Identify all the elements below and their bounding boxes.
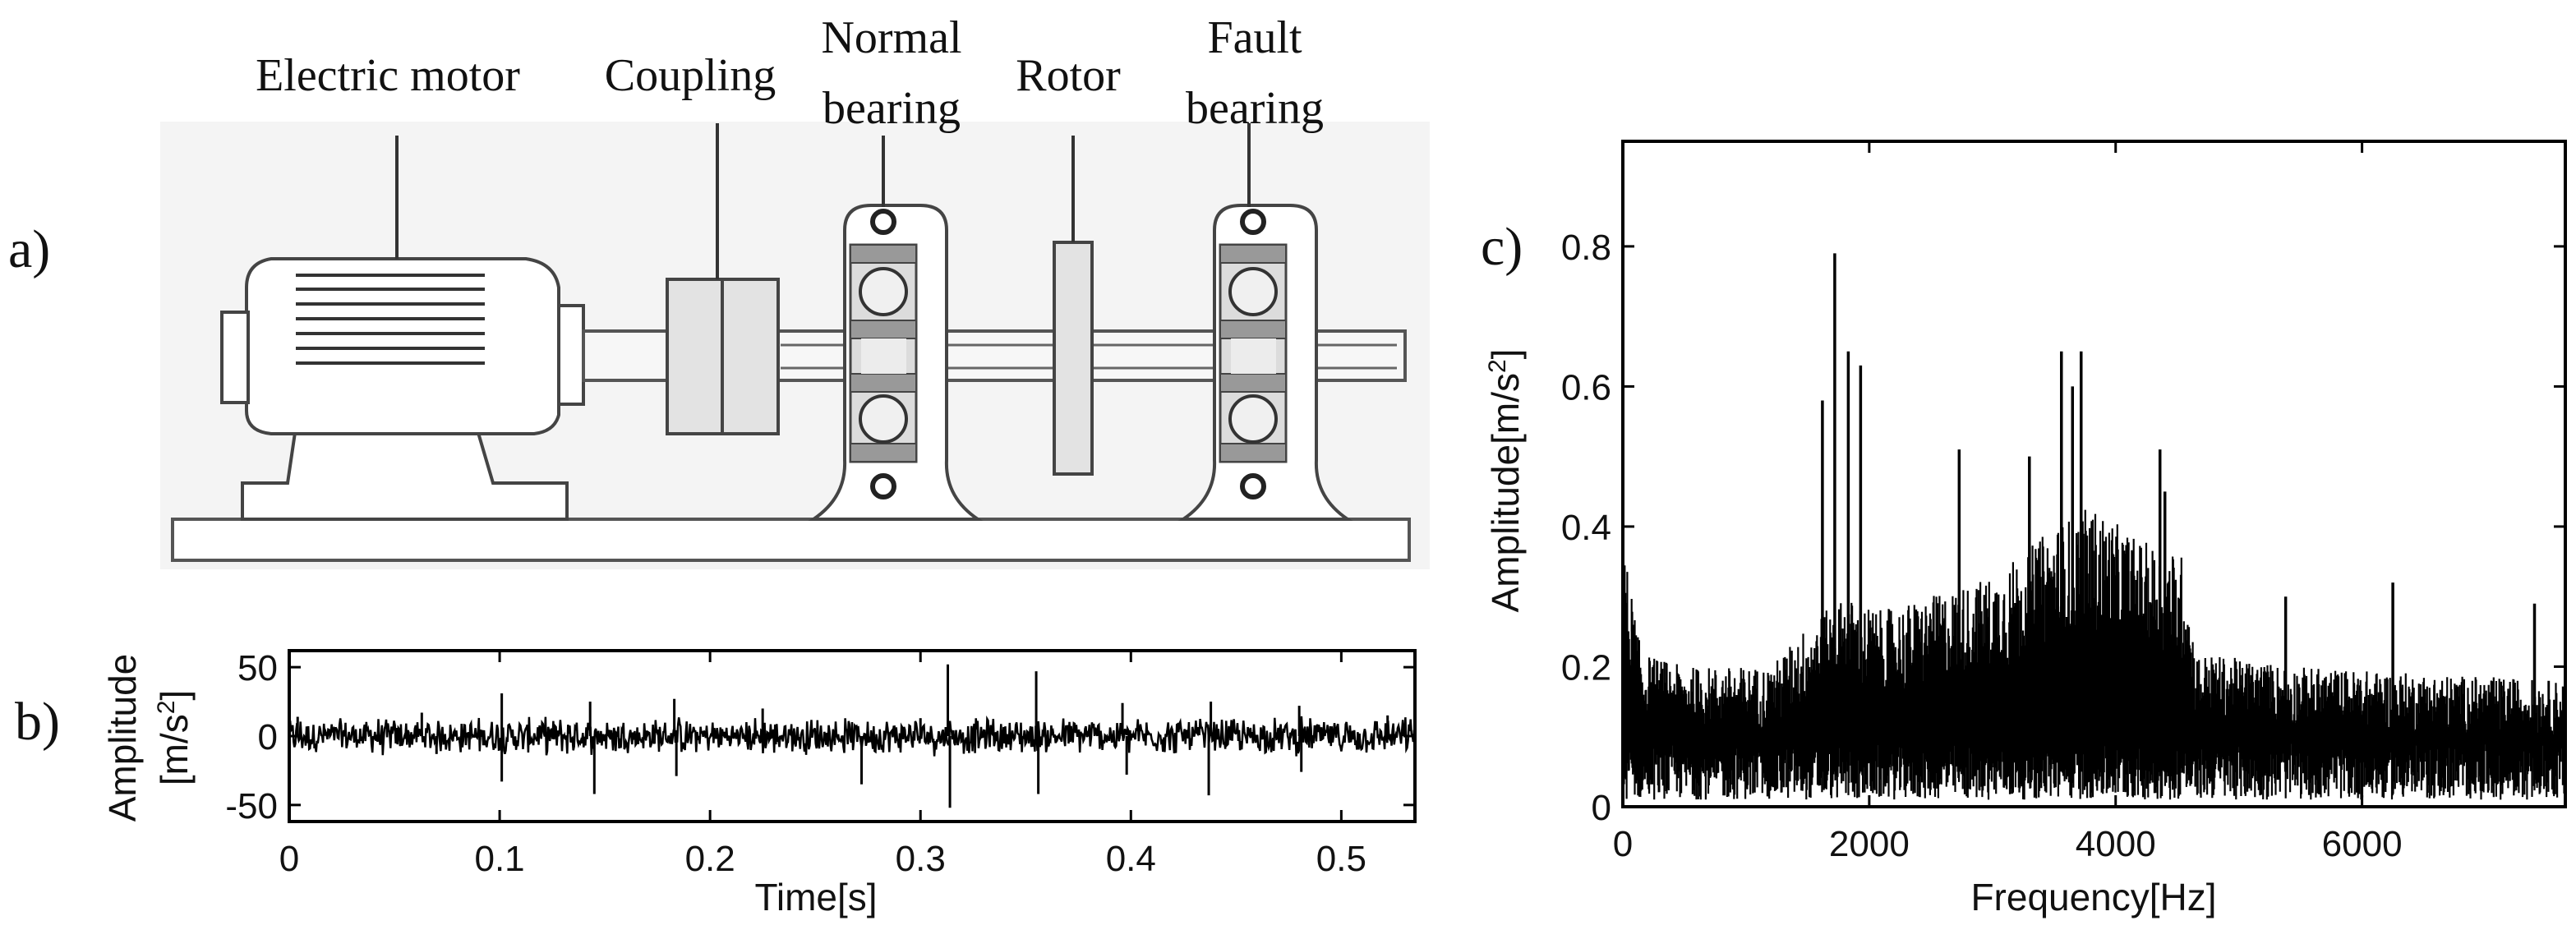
time-xtick-label: 0.5 [1316,839,1366,879]
spectrum-ytick-label: 0.8 [1561,228,1611,268]
label-fault-bearing-line1: Fault [1207,12,1302,63]
spectrum-marks [1621,253,2567,800]
spectrum-axis-ticks: 0 2000 4000 6000 0 0.2 0.4 0.6 0.8 [1561,141,2565,864]
coupling [666,278,780,435]
rotor [1053,241,1094,476]
label-normal-bearing-line2: bearing [823,83,961,134]
spectrum-ytick-label: 0.4 [1561,508,1611,548]
spectrum-ytick-label: 0.2 [1561,647,1611,688]
spectrum-y-axis-label: Amplitude[m/s2] [1484,349,1528,613]
motor-end-cap [220,311,250,404]
motor-cooling-fins [296,274,485,365]
time-x-axis-label: Time[s] [754,876,877,918]
spectrum-x-axis-label: Frequency[Hz] [1970,876,2216,918]
time-signal-trace [288,715,1417,757]
time-xtick-label: 0 [279,839,299,879]
label-electric-motor: Electric motor [256,50,520,101]
time-signal-marks [288,664,1417,808]
spectrum-ytick-label: 0 [1592,788,1611,828]
spectrum-chart: 0 2000 4000 6000 0 0.2 0.4 0.6 0.8 Frequency[Hz]… [1484,140,2567,918]
fault-bearing [1177,204,1353,521]
spectrum-xtick-label: 0 [1613,824,1633,864]
time-xtick-label: 0.2 [685,839,735,879]
spectrum-ytick-label: 0.6 [1561,367,1611,407]
time-y-label-line2: [m/s2] [153,690,196,785]
time-xtick-label: 0.1 [474,839,524,879]
normal-bearing [808,204,984,521]
panel-label-a: a) [8,219,50,279]
label-normal-bearing-line1: Normal [821,12,961,63]
spectrum-xtick-label: 4000 [2076,824,2156,864]
spectrum-xtick-label: 2000 [1829,824,1910,864]
spectrum-xtick-label: 6000 [2322,824,2403,864]
time-y-axis-label: Amplitude [m/s2] [101,654,196,822]
time-ytick-label: 0 [258,717,278,757]
motor-flange [557,304,585,406]
test-rig-diagram: Electric motor Coupling Normal bearing R… [160,12,1430,569]
time-ytick-label: -50 [225,786,278,826]
panel-label-c: c) [1481,217,1523,277]
label-rotor: Rotor [1016,50,1121,101]
time-y-label-line1: Amplitude [101,654,144,822]
label-fault-bearing-line2: bearing [1186,83,1324,134]
panel-label-b: b) [15,692,60,752]
label-coupling: Coupling [605,50,776,101]
time-xtick-label: 0.3 [896,839,946,879]
spectrum-trace [1621,509,2567,800]
base-plate [171,518,1411,562]
time-xtick-label: 0.4 [1106,839,1156,879]
leader-lines [395,123,1251,279]
electric-motor [220,257,585,435]
time-ytick-label: 50 [237,648,278,688]
